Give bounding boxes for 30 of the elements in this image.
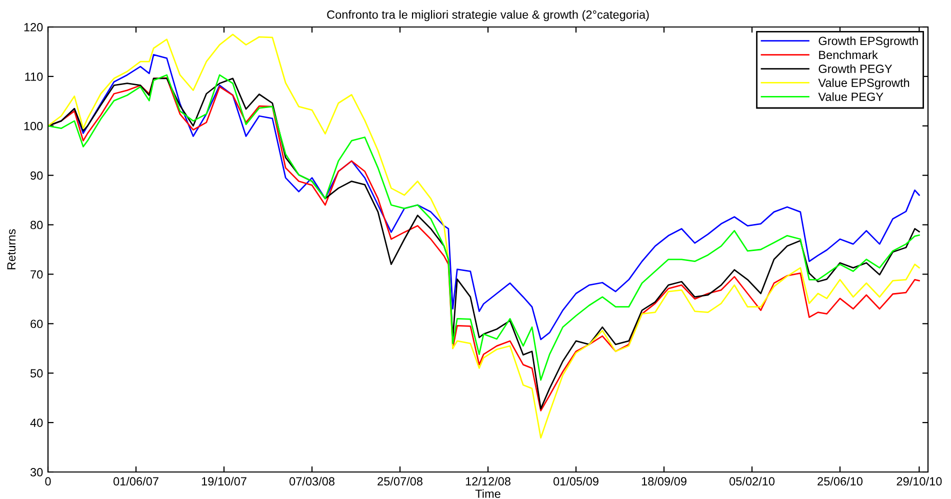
- y-tick-label: 90: [30, 171, 43, 180]
- line-series: [48, 34, 920, 439]
- x-tick-label: 25/07/08: [378, 476, 422, 486]
- x-tick-label: 0: [45, 477, 51, 486]
- x-tick-label: 18/09/09: [642, 476, 686, 486]
- y-tick-label: 100: [24, 122, 43, 130]
- legend-label: Growth PEGY: [818, 64, 892, 74]
- x-tick-label: 01/06/07: [113, 476, 158, 486]
- x-tick-label: 29/10/10: [896, 476, 942, 486]
- y-tick-label: 50: [30, 369, 43, 378]
- legend-label: Growth EPSgrowth: [818, 36, 918, 48]
- y-axis-title: Returns: [7, 229, 16, 270]
- x-tick-label: 07/03/08: [289, 476, 334, 486]
- y-tick-label: 120: [24, 23, 43, 32]
- y-tick-label: 30: [30, 468, 43, 476]
- y-tick-label: 80: [30, 220, 43, 230]
- x-tick-label: 25/06/10: [818, 476, 863, 486]
- y-tick-label: 110: [25, 72, 43, 81]
- chart-title: Confronto tra le migliori strategie value & growth (2°categoria): [327, 10, 649, 22]
- x-axis-title: Time: [475, 489, 500, 498]
- legend-label: Benchmark: [819, 50, 878, 60]
- x-tick-label: 01/05/09: [553, 476, 598, 486]
- x-tick-label: 12/12/08: [466, 476, 510, 486]
- y-tick-label: 40: [30, 418, 43, 427]
- x-tick-label: 19/10/07: [202, 476, 246, 486]
- x-tick-label: 05/02/10: [729, 476, 775, 486]
- y-tick-label: 70: [30, 270, 43, 279]
- y-tick-label: 60: [30, 320, 43, 328]
- legend-label: Value PEGY: [818, 92, 884, 101]
- legend-label: Value EPSgrowth: [818, 78, 910, 90]
